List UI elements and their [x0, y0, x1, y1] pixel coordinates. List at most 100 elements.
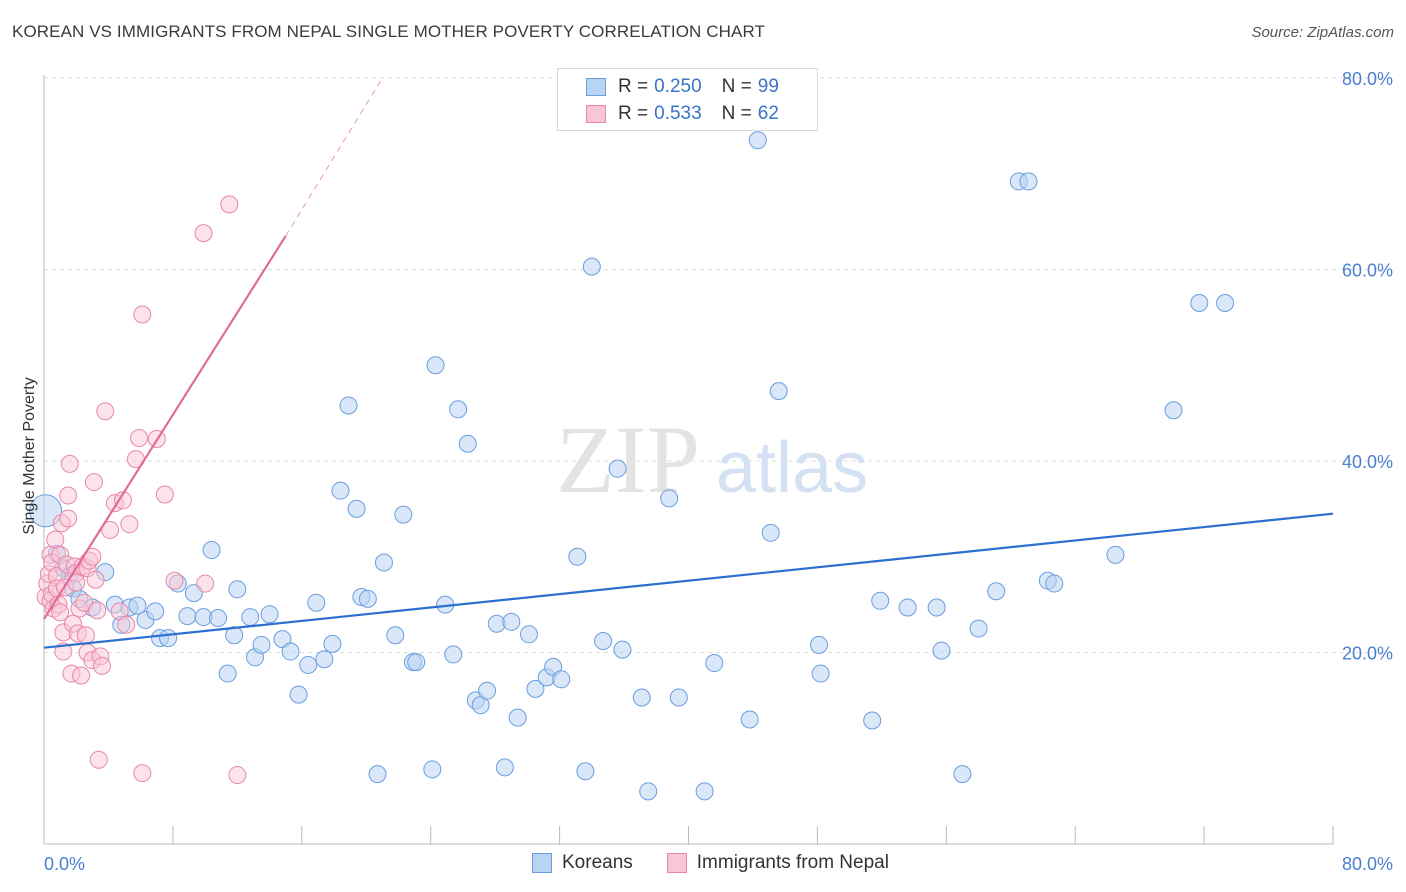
- point-koreans: [29, 494, 63, 528]
- point-nepal: [196, 574, 215, 593]
- trend-line-nepal-extension: [285, 77, 383, 237]
- point-koreans: [423, 760, 442, 779]
- point-koreans: [969, 619, 988, 638]
- point-nepal: [130, 429, 149, 448]
- point-nepal: [93, 656, 112, 675]
- point-nepal: [46, 530, 65, 549]
- point-koreans: [576, 762, 595, 781]
- point-koreans: [1164, 401, 1183, 420]
- point-koreans: [281, 642, 300, 661]
- x-tick-label-max: 80.0%: [1342, 854, 1393, 874]
- point-koreans: [1216, 294, 1235, 313]
- point-koreans: [898, 598, 917, 617]
- point-koreans: [740, 710, 759, 729]
- point-koreans: [407, 653, 426, 672]
- point-nepal: [88, 601, 107, 620]
- point-koreans: [202, 541, 221, 560]
- point-nepal: [76, 626, 95, 645]
- point-koreans: [927, 598, 946, 617]
- point-koreans: [241, 608, 260, 627]
- legend-n-value-koreans: 99: [757, 76, 779, 97]
- point-nepal: [101, 520, 120, 539]
- point-koreans: [444, 645, 463, 664]
- point-koreans: [613, 640, 632, 659]
- point-nepal: [84, 473, 103, 492]
- legend-label-nepal: Immigrants from Nepal: [696, 852, 889, 873]
- point-koreans: [669, 688, 688, 707]
- point-koreans: [932, 641, 951, 660]
- point-koreans: [386, 626, 405, 645]
- point-koreans: [810, 635, 829, 654]
- point-nepal: [133, 305, 152, 324]
- trend-line-nepal: [43, 235, 287, 620]
- series-legend: Koreans Immigrants from Nepal: [532, 852, 923, 874]
- point-koreans: [252, 635, 271, 654]
- point-koreans: [582, 257, 601, 276]
- y-axis-title: Single Mother Poverty: [21, 377, 38, 534]
- point-koreans: [811, 664, 830, 683]
- point-koreans: [552, 670, 571, 689]
- point-koreans: [495, 758, 514, 777]
- point-koreans: [1019, 172, 1038, 191]
- point-nepal: [155, 485, 174, 504]
- legend-r-value-nepal: 0.533: [654, 103, 702, 124]
- correlation-legend: R = 0.250 N = 99 R = 0.533 N = 62: [557, 68, 818, 131]
- point-koreans: [526, 679, 545, 698]
- point-nepal: [120, 515, 139, 534]
- legend-r-value-koreans: 0.250: [654, 76, 702, 97]
- point-koreans: [508, 708, 527, 727]
- trend-line-koreans: [43, 512, 1334, 649]
- point-koreans: [695, 782, 714, 801]
- point-nepal: [96, 402, 115, 421]
- point-koreans: [339, 396, 358, 415]
- legend-r-label: R =: [618, 76, 649, 97]
- point-nepal: [60, 454, 79, 473]
- point-koreans: [1045, 574, 1064, 593]
- legend-item-nepal[interactable]: Immigrants from Nepal: [666, 852, 889, 874]
- y-tick-label: 80.0%: [1342, 69, 1393, 89]
- point-koreans: [478, 681, 497, 700]
- legend-swatch-koreans: [586, 78, 606, 96]
- point-koreans: [458, 434, 477, 453]
- legend-row-nepal: R = 0.533 N = 62: [586, 102, 779, 126]
- legend-row-koreans: R = 0.250 N = 99: [586, 75, 779, 99]
- point-nepal: [89, 750, 108, 769]
- y-tick-label: 60.0%: [1342, 261, 1393, 281]
- watermark-zip: ZIP: [556, 406, 700, 513]
- legend-swatch-nepal: [666, 853, 687, 873]
- point-koreans: [660, 489, 679, 508]
- y-tick-label: 20.0%: [1342, 644, 1393, 664]
- point-koreans: [987, 582, 1006, 601]
- point-koreans: [178, 607, 197, 626]
- point-koreans: [769, 382, 788, 401]
- point-koreans: [299, 655, 318, 674]
- x-tick-label-min: 0.0%: [44, 854, 85, 874]
- point-koreans: [449, 400, 468, 419]
- point-nepal: [72, 666, 91, 685]
- point-nepal: [220, 195, 239, 214]
- point-nepal: [54, 642, 73, 661]
- point-nepal: [59, 509, 78, 528]
- point-koreans: [323, 634, 342, 653]
- point-koreans: [639, 782, 658, 801]
- legend-n-label: N =: [721, 103, 752, 124]
- point-koreans: [315, 650, 334, 669]
- point-nepal: [117, 615, 136, 634]
- point-nepal: [194, 224, 213, 243]
- legend-item-koreans[interactable]: Koreans: [532, 852, 633, 874]
- point-nepal: [113, 491, 132, 510]
- point-nepal: [59, 486, 78, 505]
- point-koreans: [347, 499, 366, 518]
- legend-n-label: N =: [721, 76, 752, 97]
- legend-swatch-koreans: [532, 853, 552, 873]
- legend-r-label: R =: [618, 103, 649, 124]
- point-koreans: [594, 632, 613, 651]
- point-koreans: [146, 602, 165, 621]
- point-koreans: [368, 765, 387, 784]
- point-koreans: [568, 547, 587, 566]
- point-koreans: [128, 596, 147, 615]
- legend-label-koreans: Koreans: [562, 852, 633, 873]
- x-axis-ticks: [43, 826, 1334, 844]
- y-tick-labels: 20.0% 40.0% 60.0% 80.0%: [1342, 69, 1393, 664]
